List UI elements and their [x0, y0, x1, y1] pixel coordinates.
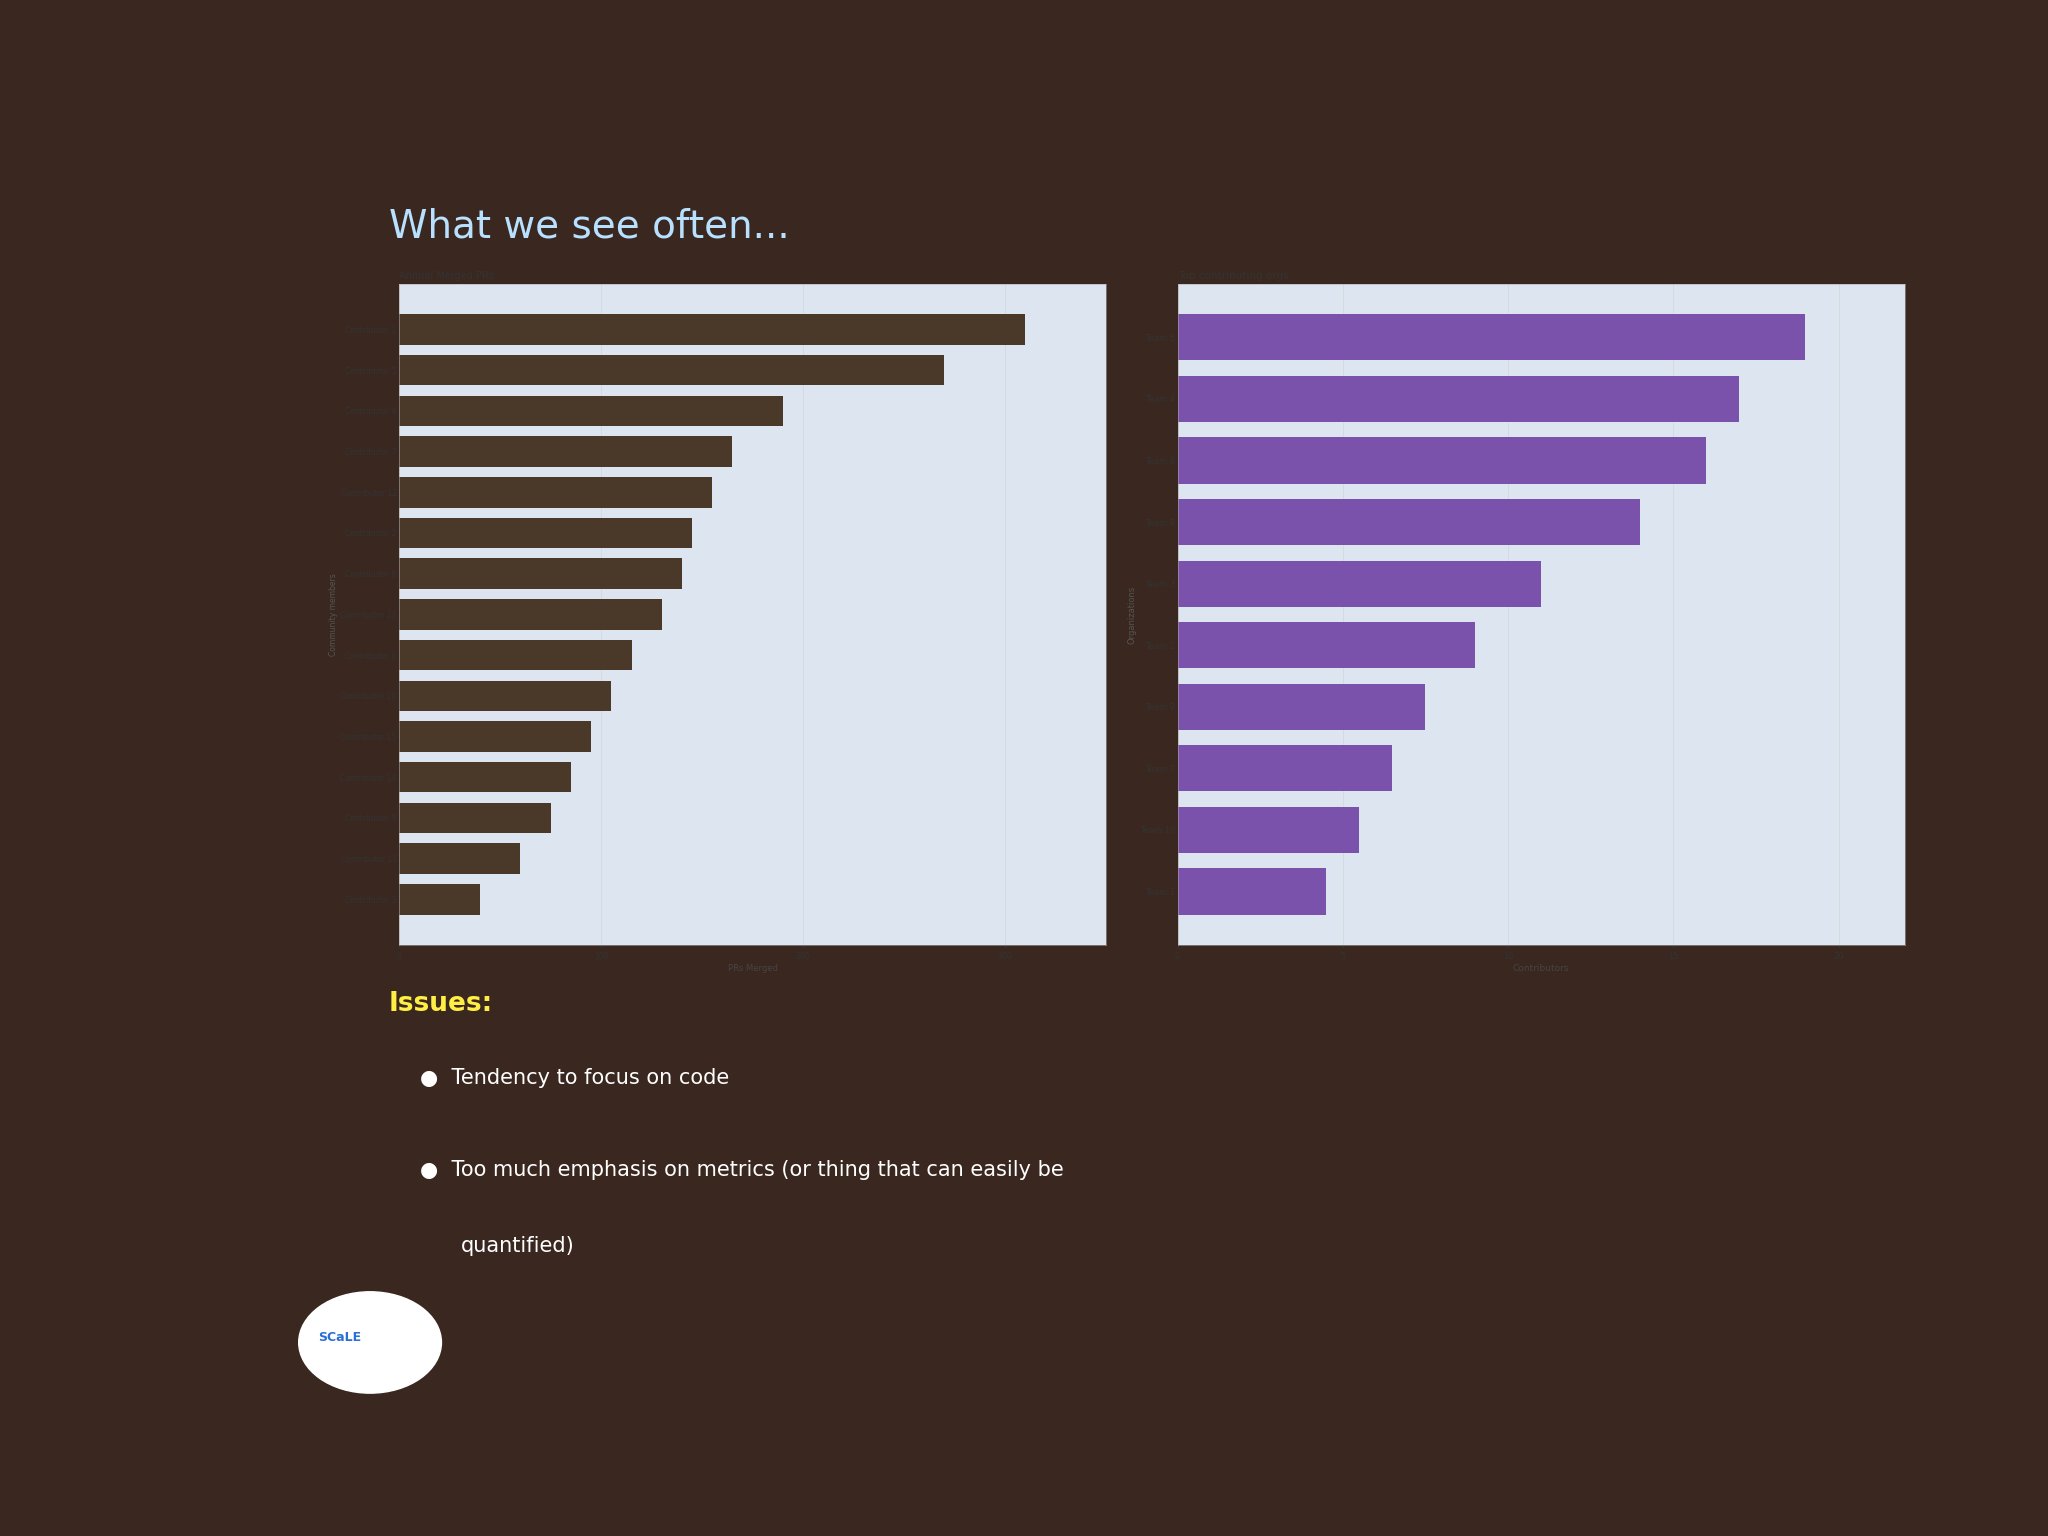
Bar: [399, 436, 733, 467]
Text: ●  Too much emphasis on metrics (or thing that can easily be: ● Too much emphasis on metrics (or thing…: [420, 1160, 1063, 1180]
Ellipse shape: [299, 1292, 442, 1393]
Text: SCaLE: SCaLE: [317, 1332, 360, 1344]
X-axis label: Contributors: Contributors: [1513, 965, 1569, 974]
Bar: [1178, 745, 1393, 791]
Text: Top contributing orgs: Top contributing orgs: [1178, 270, 1288, 281]
X-axis label: PRs Merged: PRs Merged: [727, 965, 778, 974]
Bar: [399, 843, 520, 874]
Y-axis label: Community members: Community members: [328, 573, 338, 656]
Bar: [1178, 622, 1475, 668]
Text: ●  Tendency to focus on code: ● Tendency to focus on code: [420, 1068, 729, 1087]
Bar: [399, 641, 631, 670]
Text: Issues:: Issues:: [389, 991, 494, 1017]
Bar: [399, 478, 713, 507]
Bar: [399, 599, 662, 630]
Bar: [1178, 561, 1540, 607]
Bar: [399, 315, 1026, 344]
Bar: [399, 518, 692, 548]
Y-axis label: Organizations: Organizations: [1128, 585, 1137, 644]
Bar: [1178, 376, 1739, 422]
Bar: [1178, 315, 1806, 361]
Bar: [399, 355, 944, 386]
Bar: [1178, 684, 1425, 730]
Text: quantified): quantified): [461, 1236, 575, 1256]
Bar: [399, 803, 551, 833]
Bar: [1178, 499, 1640, 545]
Bar: [399, 680, 610, 711]
Bar: [399, 885, 479, 914]
Bar: [399, 722, 592, 751]
Text: What we see often...: What we see often...: [389, 207, 791, 246]
Bar: [399, 396, 782, 425]
Text: Annual Merged PRs: Annual Merged PRs: [399, 270, 494, 281]
Bar: [399, 762, 571, 793]
Bar: [1178, 438, 1706, 484]
Bar: [1178, 868, 1327, 914]
Bar: [1178, 806, 1360, 852]
Bar: [399, 559, 682, 588]
